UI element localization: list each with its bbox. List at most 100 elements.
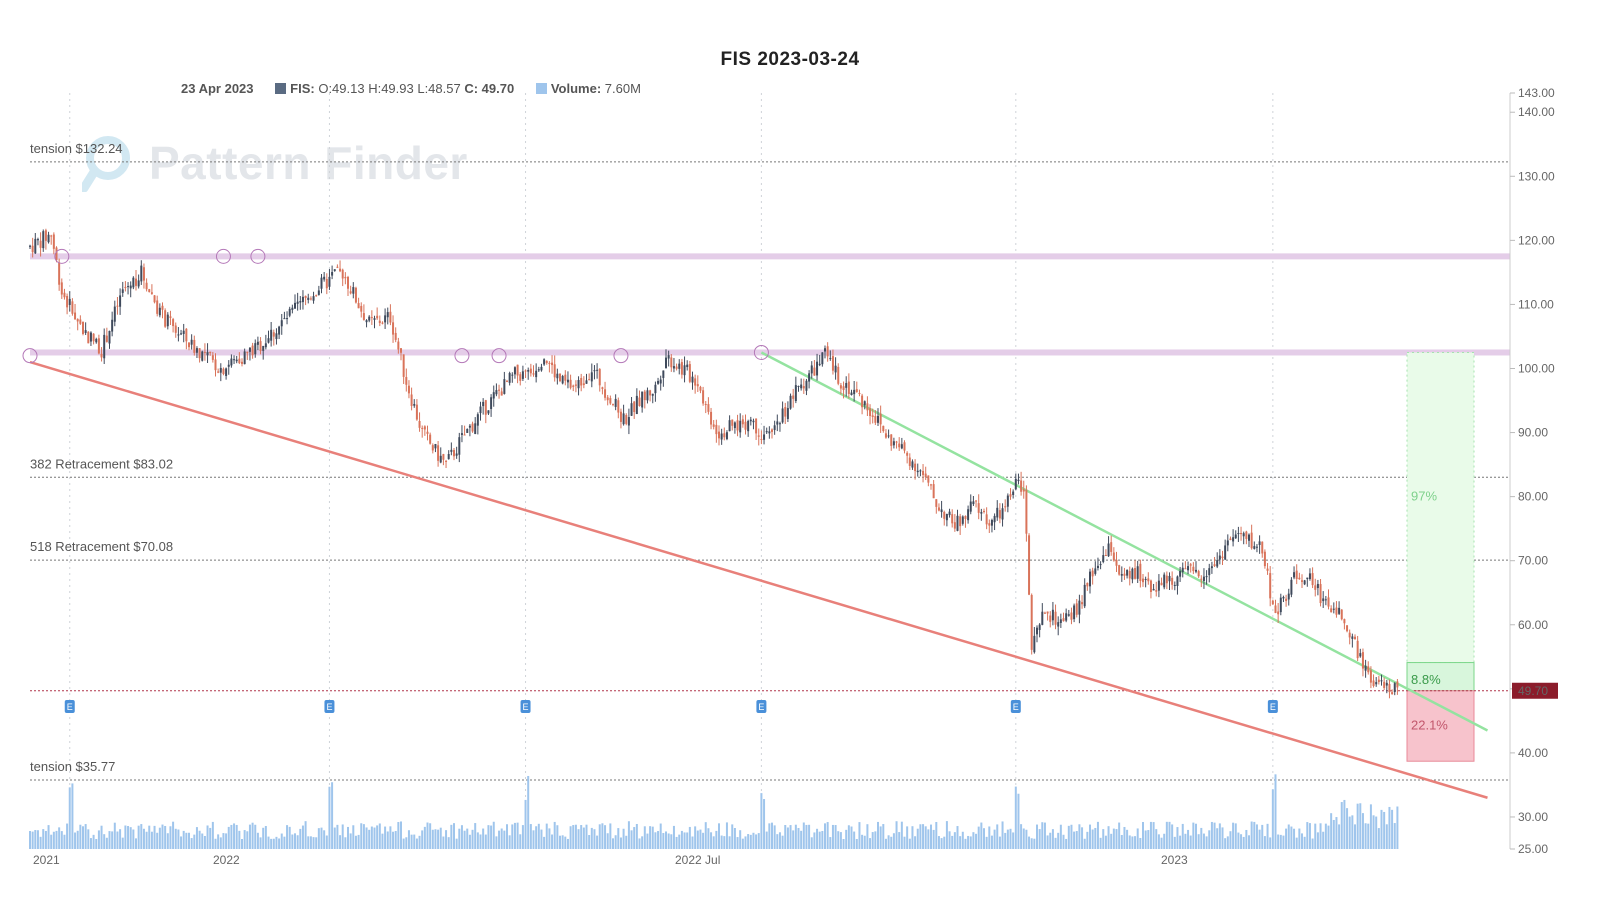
volume-bar [839,832,842,849]
volume-bar [937,836,940,849]
volume-bar [1020,824,1023,849]
volume-bar [442,836,445,849]
candle-body [1245,531,1248,539]
candle-body [222,368,225,374]
candle-body [728,420,731,432]
volume-bar [627,821,630,849]
volume-bar [964,838,967,849]
volume-bar [805,824,808,849]
volume-bar [280,833,283,849]
volume-bar [612,838,614,849]
candle-body [1144,578,1147,580]
candle-body [1075,603,1078,615]
candle-body [778,423,781,425]
earnings-icon [756,700,767,713]
volume-bar [588,835,591,849]
volume-bar [665,831,667,849]
candle-body [52,234,55,249]
volume-bar [182,830,185,849]
volume-bar [932,829,935,849]
volume-bar [1311,838,1314,849]
candle-body [1240,533,1243,535]
candle-body [1261,541,1264,554]
volume-bar [413,834,416,849]
volume-bar [341,824,344,849]
volume-bar [884,838,887,849]
volume-bar [503,830,506,849]
volume-bar [983,828,985,849]
volume-bar [50,834,53,849]
candle-body [919,470,922,472]
volume-bar [1054,837,1057,849]
candle-body [468,425,471,428]
candle-body [116,305,119,307]
candle-body [596,369,599,371]
earnings-label: E [523,702,529,712]
volume-swatch [535,83,547,94]
volume-bar [148,825,151,849]
candle-body [185,328,188,342]
volume-bar [76,830,79,849]
volume-bar [198,830,201,849]
volume-bar [792,830,795,849]
volume-bar [635,823,638,849]
candle-body [320,277,323,289]
volume-bar [113,822,116,849]
candle-body [288,308,291,316]
candle-body [63,292,66,298]
candle-body [203,351,206,353]
volume-bar [858,822,861,849]
candle-body [180,333,183,335]
volume-bar [1242,836,1245,849]
volume-bar [704,822,707,849]
candle-body [1081,602,1084,605]
volume-bar [169,826,172,849]
candle-body [1094,568,1097,574]
candle-body [659,379,662,384]
candle-body [506,380,508,382]
near-target-zone [1406,662,1475,692]
y-tick-label: 40.00 [1518,746,1548,760]
candle-body [908,457,911,466]
candle-body [1142,578,1144,583]
volume-bar [1361,813,1364,849]
candle-body [572,385,575,387]
candle-body [800,384,803,389]
candle-body [752,420,755,423]
volume-bar [606,833,609,849]
volume-bar [1340,802,1343,849]
candle-body [1001,508,1004,520]
volume-bar [829,837,832,849]
candle-body [103,334,106,359]
volume-bar [349,833,352,849]
volume-bar [1248,835,1250,849]
candle-body [76,319,79,322]
candle-body [286,318,289,320]
volume-bar [1099,837,1102,849]
candle-body [1157,580,1160,591]
candle-body [1271,600,1274,605]
volume-bar [1240,834,1243,849]
volume-bar [137,825,140,849]
volume-bar [892,833,895,849]
volume-bar [1269,837,1272,849]
candle-body [816,361,819,376]
candle-body [990,519,993,526]
candle-body [826,346,829,357]
volume-bar [659,823,662,849]
volume-bar [360,823,363,849]
volume-bar [150,831,153,849]
candle-body [1234,534,1237,539]
candle-body [1250,532,1253,549]
candle-body [924,473,927,478]
ohlc-date: 23 Apr 2023 [181,81,254,96]
volume-bar [174,828,177,849]
candle-body [964,515,967,519]
candle-body [638,397,641,407]
volume-bar [1306,822,1309,849]
candle-body [31,245,34,253]
volume-bar [267,836,270,849]
volume-bar [1205,836,1208,849]
candle-body [951,514,954,524]
